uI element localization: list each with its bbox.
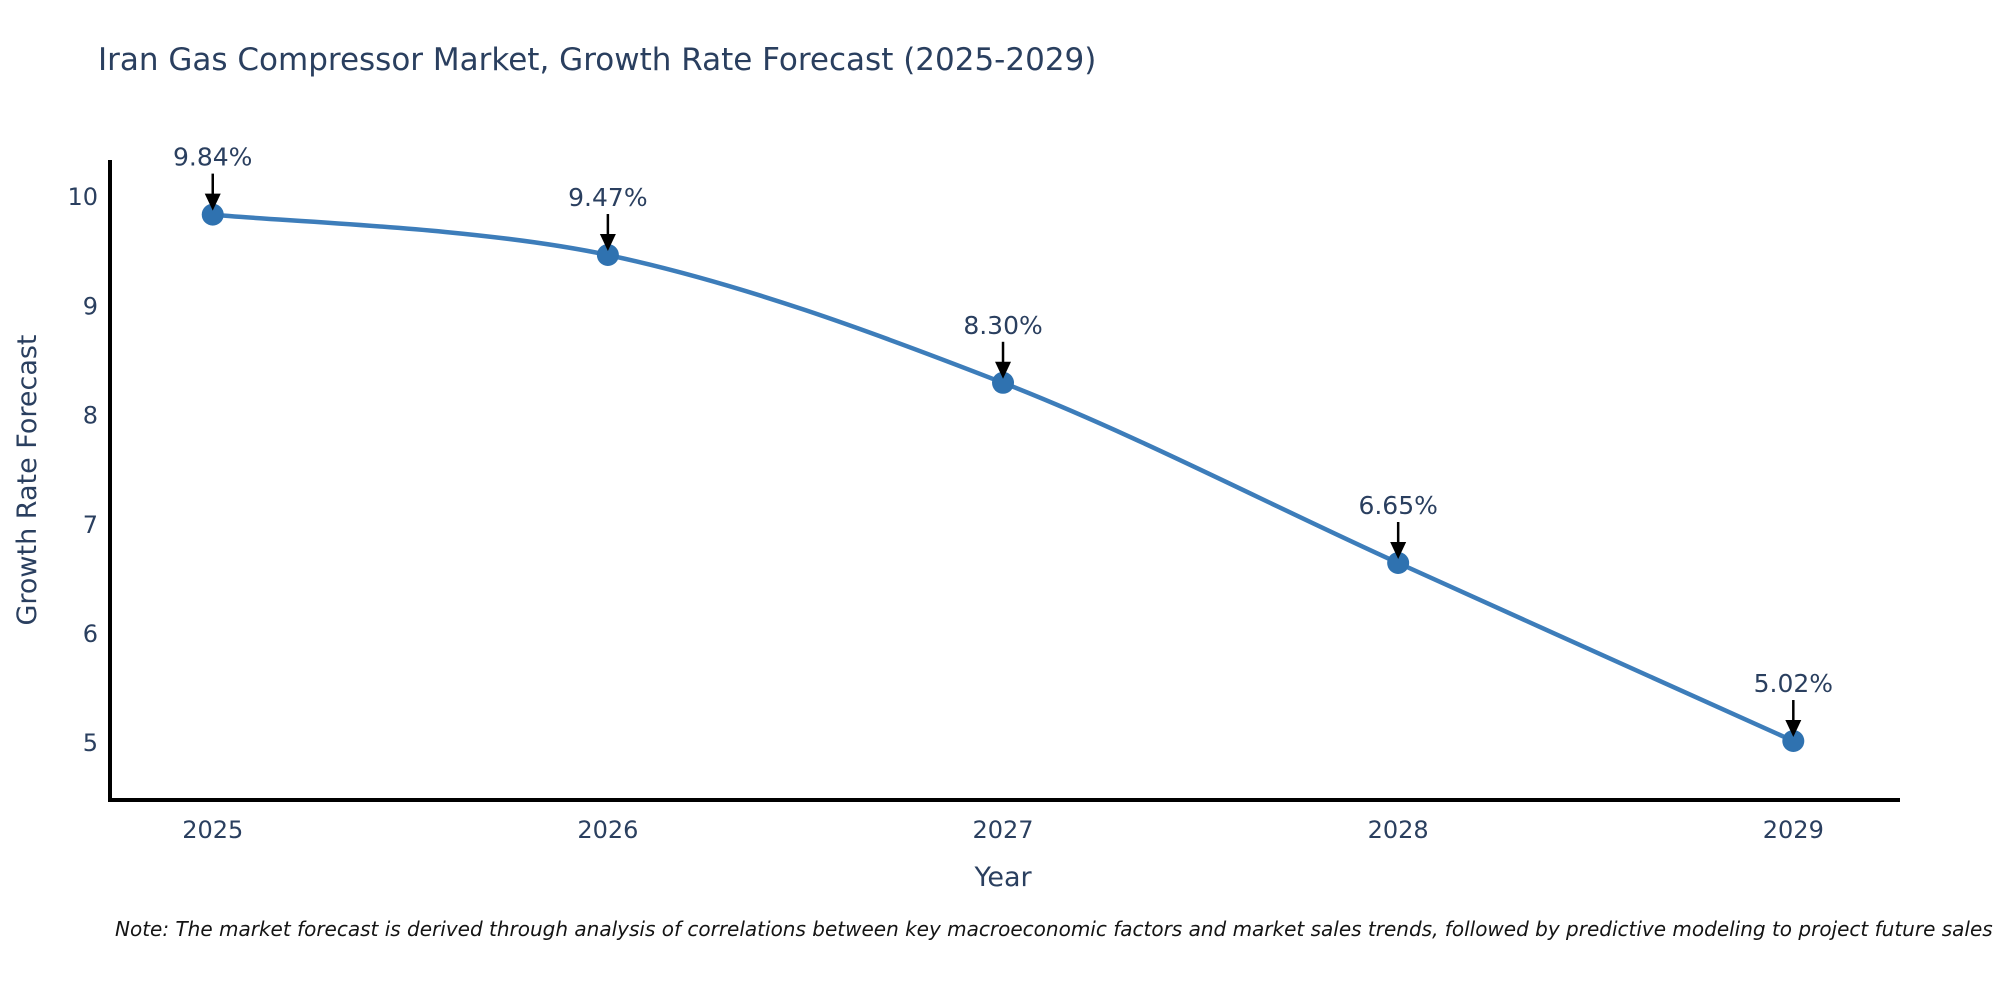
annotation-label: 8.30%: [963, 311, 1042, 340]
data-point-marker: [201, 203, 224, 226]
annotation-arrowhead: [995, 361, 1012, 379]
series-line: [210, 212, 1796, 744]
y-tick-label: 5: [83, 729, 98, 757]
annotation-label: 9.47%: [568, 183, 647, 212]
data-point-marker: [596, 244, 619, 267]
x-axis-title: Year: [973, 862, 1032, 893]
y-axis-title: Growth Rate Forecast: [12, 334, 43, 625]
annotation-label: 9.84%: [173, 143, 252, 172]
annotation-label: 6.65%: [1358, 491, 1437, 520]
annotation-arrowhead: [599, 234, 616, 252]
annotation-arrowhead: [204, 193, 221, 211]
x-tick-label: 2027: [972, 816, 1033, 844]
y-tick-label: 10: [67, 183, 98, 211]
y-tick-label: 8: [83, 402, 98, 430]
x-tick-label: 2025: [182, 816, 243, 844]
note-text: Note: The market forecast is derived thr…: [115, 917, 1993, 941]
data-point-marker: [1782, 730, 1805, 753]
x-tick-label: 2029: [1763, 816, 1824, 844]
chart-title: Iran Gas Compressor Market, Growth Rate …: [98, 42, 1097, 78]
data-point-marker: [1387, 552, 1410, 575]
x-tick-label: 2026: [577, 816, 638, 844]
x-tick-label: 2028: [1368, 816, 1429, 844]
y-tick-label: 9: [83, 292, 98, 320]
annotation-arrowhead: [1390, 542, 1407, 560]
y-tick-label: 6: [83, 620, 98, 648]
data-point-marker: [992, 371, 1015, 394]
annotation-arrowhead: [1785, 720, 1802, 738]
annotation-label: 5.02%: [1754, 669, 1833, 698]
y-tick-label: 7: [83, 511, 98, 539]
